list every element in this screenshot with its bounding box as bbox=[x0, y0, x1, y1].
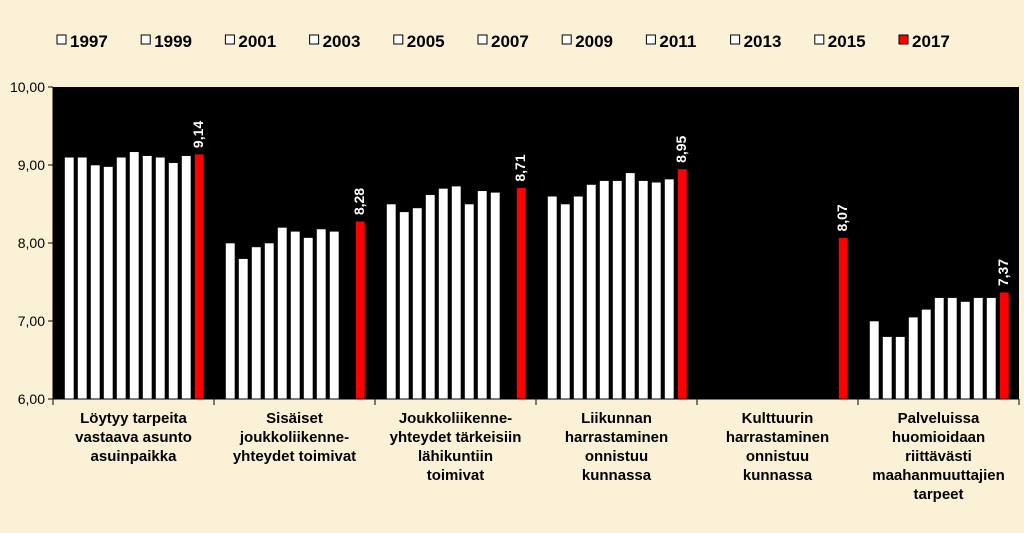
y-axis: 6,00 7,00 8,00 9,00 10,00 bbox=[10, 79, 54, 407]
bar-2001 bbox=[895, 336, 906, 400]
bar-2017 bbox=[516, 187, 527, 400]
legend-label-1997: 1997 bbox=[70, 32, 108, 51]
bar-1997 bbox=[225, 242, 236, 400]
bar-2013 bbox=[168, 162, 179, 400]
legend-label-2005: 2005 bbox=[407, 32, 445, 51]
bar-2011 bbox=[155, 156, 166, 400]
category-label: Joukkoliikenne-yhteydet tärkeisiin lähiku… bbox=[390, 410, 522, 484]
bar-2017 bbox=[355, 220, 366, 400]
bar-2015 bbox=[664, 178, 675, 400]
legend-swatch-2003 bbox=[309, 34, 320, 45]
legend-label-1999: 1999 bbox=[154, 32, 192, 51]
y-tick-label: 6,00 bbox=[18, 391, 45, 407]
bar-2003 bbox=[264, 242, 275, 400]
data-label-2017: 8,95 bbox=[673, 135, 689, 162]
category-label: Löytyy tarpeita vastaava asunto asuinpaikk… bbox=[75, 410, 192, 465]
legend-label-2001: 2001 bbox=[238, 32, 276, 51]
bar-2007 bbox=[290, 231, 301, 400]
category-label: Liikunnan harrastaminen onnistuu kunnassa bbox=[565, 410, 668, 484]
bar-2007 bbox=[129, 151, 140, 400]
y-tick-label: 10,00 bbox=[10, 79, 45, 95]
data-label-2017: 8,71 bbox=[512, 154, 528, 181]
category-label: Sisäiset joukkoliikenne-yhteydet toimivat bbox=[233, 410, 356, 465]
bar-2003 bbox=[908, 316, 919, 400]
bar-1999 bbox=[560, 203, 571, 400]
x-axis: Löytyy tarpeita vastaava asunto asuinpaikk… bbox=[52, 398, 1020, 503]
legend-swatch-2013 bbox=[730, 34, 741, 45]
bar-2015 bbox=[986, 297, 997, 400]
bar-2011 bbox=[316, 228, 327, 400]
plot-area bbox=[53, 87, 1019, 399]
legend-swatch-2009 bbox=[561, 34, 572, 45]
bar-2007 bbox=[612, 180, 623, 400]
bar-2009 bbox=[947, 297, 958, 400]
legend-swatch-2007 bbox=[477, 34, 488, 45]
legend-label-2015: 2015 bbox=[828, 32, 866, 51]
bar-2007 bbox=[934, 297, 945, 400]
y-tick-label: 8,00 bbox=[18, 235, 45, 251]
legend-swatch-1999 bbox=[140, 34, 151, 45]
bar-2013 bbox=[329, 231, 340, 400]
data-label-2017: 8,07 bbox=[834, 204, 850, 231]
legend-swatch-2015 bbox=[814, 34, 825, 45]
legend-swatch-2011 bbox=[645, 34, 656, 45]
bar-2005 bbox=[921, 308, 932, 400]
bar-2011 bbox=[960, 301, 971, 400]
bar-2017 bbox=[838, 237, 849, 400]
legend-label-2011: 2011 bbox=[659, 32, 696, 51]
legend-label-2017: 2017 bbox=[912, 32, 950, 51]
bar-2013 bbox=[973, 297, 984, 400]
legend-label-2007: 2007 bbox=[491, 32, 529, 51]
bar-2007 bbox=[451, 185, 462, 400]
bar-1997 bbox=[386, 203, 397, 400]
bar-2017 bbox=[194, 153, 205, 400]
bar-1999 bbox=[238, 258, 249, 400]
chart-legend: 1997 1999 2001 2003 2005 2007 2009 2011 2013 2015… bbox=[56, 32, 950, 51]
legend-swatch-2005 bbox=[393, 34, 404, 45]
bar-1999 bbox=[77, 156, 88, 400]
bar-1999 bbox=[882, 336, 893, 400]
bar-2001 bbox=[90, 164, 101, 400]
bar-1999 bbox=[399, 211, 410, 400]
bar-2005 bbox=[116, 156, 127, 400]
data-labels-layer: 9,14 8,28 8,71 8,95 8,07 7,37 bbox=[190, 121, 1011, 287]
bar-2009 bbox=[142, 155, 153, 400]
bar-2009 bbox=[625, 172, 636, 400]
legend-label-2009: 2009 bbox=[575, 32, 613, 51]
bar-2013 bbox=[651, 181, 662, 400]
bar-1997 bbox=[64, 156, 75, 400]
bar-1997 bbox=[869, 320, 880, 400]
bar-2003 bbox=[103, 166, 114, 400]
bar-1997 bbox=[547, 195, 558, 400]
category-label: Kulttuurin harrastaminen onnistuu kunnassa bbox=[726, 410, 829, 484]
legend-label-2013: 2013 bbox=[744, 32, 782, 51]
bar-2011 bbox=[638, 180, 649, 400]
bar-2013 bbox=[490, 192, 501, 400]
category-label: Palveluissa huomioidaan riittävästi maahanm… bbox=[872, 410, 1005, 503]
bar-2009 bbox=[303, 237, 314, 400]
bar-2001 bbox=[251, 246, 262, 400]
bar-2011 bbox=[477, 190, 488, 400]
bar-2001 bbox=[573, 195, 584, 400]
bar-2003 bbox=[425, 194, 436, 400]
legend-swatch-1997 bbox=[56, 34, 67, 45]
y-tick-label: 7,00 bbox=[18, 313, 45, 329]
data-label-2017: 9,14 bbox=[190, 121, 206, 148]
bar-2009 bbox=[464, 203, 475, 400]
bar-2003 bbox=[586, 184, 597, 400]
legend-swatch-2017 bbox=[898, 34, 909, 45]
bar-2005 bbox=[438, 188, 449, 400]
y-tick-label: 9,00 bbox=[18, 157, 45, 173]
bar-2005 bbox=[277, 227, 288, 400]
data-label-2017: 8,28 bbox=[351, 188, 367, 215]
bar-2005 bbox=[599, 180, 610, 400]
bar-2017 bbox=[999, 291, 1010, 400]
bar-2015 bbox=[181, 155, 192, 400]
data-label-2017: 7,37 bbox=[995, 259, 1011, 286]
bar-2017 bbox=[677, 168, 688, 400]
legend-label-2003: 2003 bbox=[323, 32, 361, 51]
legend-swatch-2001 bbox=[224, 34, 235, 45]
bar-2001 bbox=[412, 207, 423, 400]
